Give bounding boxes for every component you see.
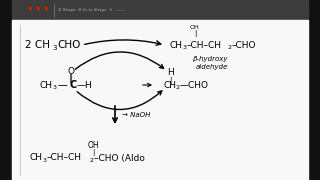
Text: —CHO: —CHO (180, 80, 209, 89)
Text: |: | (194, 30, 196, 37)
Bar (0, 0, 12, 180)
Text: –CHO: –CHO (232, 40, 257, 50)
Text: O: O (68, 66, 75, 75)
Text: CHO: CHO (57, 40, 80, 50)
Text: 2: 2 (228, 45, 232, 50)
Text: –CHO (Aldo: –CHO (Aldo (94, 154, 145, 163)
Text: CH: CH (30, 154, 43, 163)
Text: —H: —H (77, 80, 93, 89)
Text: ▼: ▼ (36, 8, 40, 12)
Text: → NaOH: → NaOH (122, 112, 150, 118)
Text: ‖: ‖ (69, 73, 73, 82)
Bar (12, 20, 308, 180)
Text: CH: CH (163, 80, 176, 89)
Text: CH: CH (170, 40, 183, 50)
Text: aldehyde: aldehyde (196, 64, 228, 70)
Text: 2 CH: 2 CH (25, 40, 50, 50)
Text: 2: 2 (90, 158, 94, 163)
Text: OH: OH (87, 141, 99, 150)
Text: |: | (169, 76, 171, 84)
Text: ▼: ▼ (44, 8, 48, 12)
Text: |: | (92, 150, 94, 156)
Text: –CH–CH: –CH–CH (47, 154, 82, 163)
Text: 2: 2 (176, 85, 180, 90)
Text: CH: CH (40, 80, 53, 89)
Text: 3: 3 (52, 44, 57, 51)
Text: C: C (70, 80, 77, 90)
Text: 3: 3 (53, 85, 57, 90)
Text: β-hydroxy: β-hydroxy (192, 56, 228, 62)
Text: –CH–CH: –CH–CH (187, 40, 222, 50)
Text: 3: 3 (43, 158, 47, 163)
Text: ▼: ▼ (28, 8, 32, 12)
Text: 3: 3 (183, 45, 187, 50)
Text: ⊙ Shape  ⊙ fit to Shape  ✎ ..........: ⊙ Shape ⊙ fit to Shape ✎ .......... (58, 8, 126, 12)
Bar (308, 0, 320, 180)
Text: OH: OH (190, 24, 200, 30)
Text: H: H (167, 68, 173, 76)
Bar (12, 0, 308, 20)
Text: —: — (58, 80, 68, 90)
